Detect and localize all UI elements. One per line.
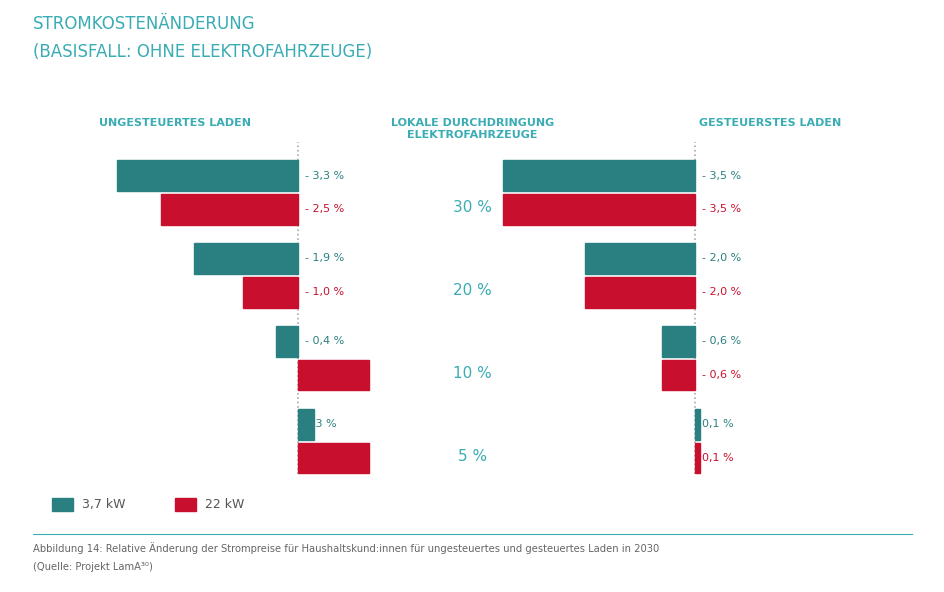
Text: 1,3 %: 1,3 %: [305, 453, 336, 463]
Text: - 0,4 %: - 0,4 %: [305, 336, 345, 346]
Bar: [661, 326, 694, 356]
Text: 22 kW: 22 kW: [205, 498, 244, 511]
Bar: [297, 359, 368, 391]
Text: UNGESTEUERTES LADEN: UNGESTEUERTES LADEN: [99, 118, 250, 128]
Bar: [297, 442, 368, 474]
Bar: [276, 326, 297, 356]
Bar: [117, 160, 297, 191]
Text: - 1,0 %: - 1,0 %: [305, 287, 344, 297]
Text: 0,1 %: 0,1 %: [701, 453, 733, 463]
Text: (Quelle: Projekt LamA³⁰): (Quelle: Projekt LamA³⁰): [33, 562, 153, 572]
Text: - 2,5 %: - 2,5 %: [305, 204, 345, 214]
Text: 0,3 %: 0,3 %: [305, 419, 336, 429]
Text: (BASISFALL: OHNE ELEKTROFAHRZEUGE): (BASISFALL: OHNE ELEKTROFAHRZEUGE): [33, 43, 372, 60]
Text: 10 %: 10 %: [452, 366, 492, 381]
Bar: [694, 442, 700, 474]
Text: - 2,0 %: - 2,0 %: [701, 253, 741, 263]
Bar: [584, 276, 694, 308]
Text: 0,1 %: 0,1 %: [701, 419, 733, 429]
Bar: [194, 243, 297, 274]
Text: STROMKOSTENÄNDERUNG: STROMKOSTENÄNDERUNG: [33, 15, 256, 33]
Text: 5 %: 5 %: [458, 449, 486, 464]
Text: - 2,0 %: - 2,0 %: [701, 287, 741, 297]
Text: - 3,5 %: - 3,5 %: [701, 170, 740, 181]
Text: 30 %: 30 %: [452, 200, 492, 215]
Text: - 1,9 %: - 1,9 %: [305, 253, 345, 263]
Text: 1,3 %: 1,3 %: [305, 370, 336, 380]
Bar: [502, 160, 694, 191]
Text: - 0,6 %: - 0,6 %: [701, 370, 740, 380]
Bar: [243, 276, 297, 308]
Text: - 0,6 %: - 0,6 %: [701, 336, 740, 346]
Bar: [175, 498, 195, 511]
Bar: [661, 359, 694, 391]
Bar: [52, 498, 73, 511]
Text: LOKALE DURCHDRINGUNG
ELEKTROFAHRZEUGE: LOKALE DURCHDRINGUNG ELEKTROFAHRZEUGE: [391, 118, 553, 140]
Text: - 3,5 %: - 3,5 %: [701, 204, 740, 214]
Bar: [297, 408, 313, 439]
Text: - 3,3 %: - 3,3 %: [305, 170, 344, 181]
Text: 3,7 kW: 3,7 kW: [82, 498, 126, 511]
Text: GESTEUERSTES LADEN: GESTEUERSTES LADEN: [699, 118, 840, 128]
Bar: [694, 408, 700, 439]
Bar: [502, 194, 694, 224]
Text: Abbildung 14: Relative Änderung der Strompreise für Haushaltskund:innen für unge: Abbildung 14: Relative Änderung der Stro…: [33, 542, 659, 554]
Text: 20 %: 20 %: [452, 283, 492, 298]
Bar: [160, 194, 297, 224]
Bar: [584, 243, 694, 274]
